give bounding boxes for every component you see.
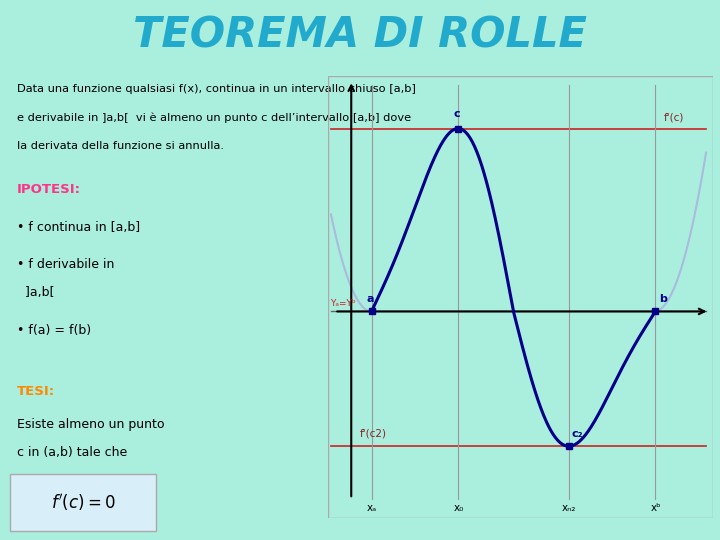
Text: • f continua in [a,b]: • f continua in [a,b] [17,220,140,233]
Text: b: b [659,294,667,304]
Text: Esiste almeno un punto: Esiste almeno un punto [17,418,164,431]
Text: c₂: c₂ [572,429,583,438]
Text: • f derivabile in: • f derivabile in [17,258,114,271]
Text: x₀: x₀ [454,503,464,512]
Text: IPOTESI:: IPOTESI: [17,183,81,196]
Text: TEOREMA DI ROLLE: TEOREMA DI ROLLE [133,14,587,56]
Text: ]a,b[: ]a,b[ [17,286,54,299]
Text: e derivabile in ]a,b[  vi è almeno un punto c dell’intervallo [a,b] dove: e derivabile in ]a,b[ vi è almeno un pun… [17,112,411,123]
Text: a: a [366,294,374,304]
Text: c in (a,b) tale che: c in (a,b) tale che [17,446,127,459]
Text: xₐ: xₐ [366,503,377,512]
Text: $f'(c) = 0$: $f'(c) = 0$ [51,492,116,513]
Text: f'(c2): f'(c2) [359,429,387,438]
FancyBboxPatch shape [10,474,156,531]
Text: xₙ₂: xₙ₂ [562,503,576,512]
Text: TESI:: TESI: [17,385,55,398]
Text: Yₐ=Yᵇ: Yₐ=Yᵇ [330,299,356,308]
Text: f'(c): f'(c) [664,113,685,123]
Text: la derivata della funzione si annulla.: la derivata della funzione si annulla. [17,140,224,151]
Text: c: c [454,109,460,119]
Text: Data una funzione qualsiasi f(x), continua in un intervallo chiuso [a,b]: Data una funzione qualsiasi f(x), contin… [17,84,415,94]
Text: xᵇ: xᵇ [651,503,661,512]
Text: • f(a) = f(b): • f(a) = f(b) [17,324,91,337]
